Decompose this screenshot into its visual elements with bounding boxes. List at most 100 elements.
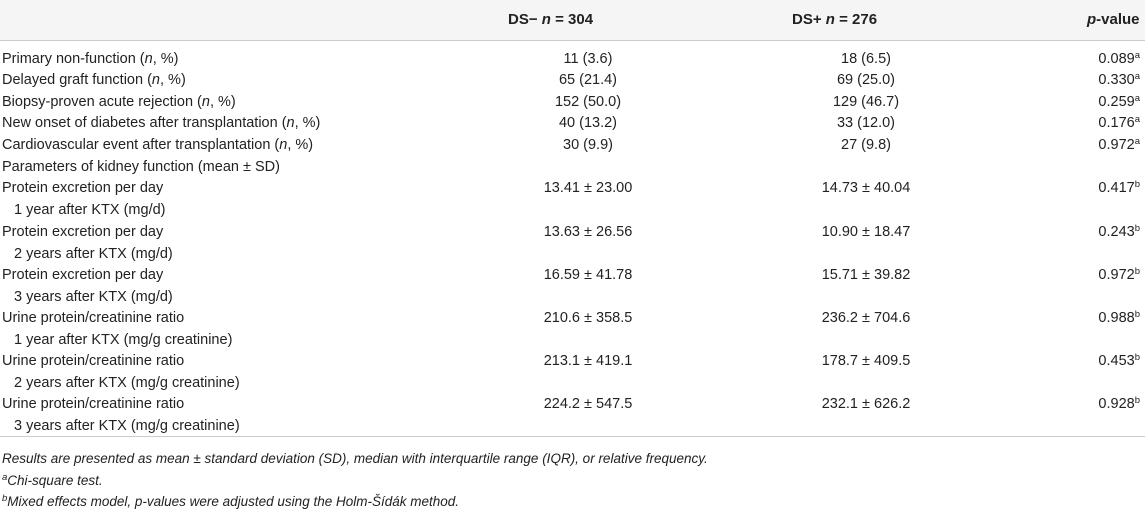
row-sublabel: 1 year after KTX (mg/g creatinine) xyxy=(14,332,233,348)
cell-p-value: 0.988b xyxy=(940,307,1140,329)
header-rule xyxy=(0,40,1145,41)
cell-p-value: 0.972b xyxy=(940,264,1140,286)
row-label: Biopsy-proven acute rejection (n, %) xyxy=(2,91,236,113)
row-label-var: n xyxy=(286,115,295,131)
table-row: Biopsy-proven acute rejection (n, %) 152 … xyxy=(0,91,1145,113)
footnote-a: aChi-square test. xyxy=(2,472,103,488)
row-label: Protein excretion per day xyxy=(2,267,164,283)
row-label-text: Cardiovascular event after transplantati… xyxy=(2,137,280,153)
p-value-footnote-mark: a xyxy=(1134,71,1140,82)
p-value-number: 0.176 xyxy=(1098,115,1135,131)
p-value-number: 0.453 xyxy=(1098,353,1135,369)
cell-p-value: 0.417b xyxy=(940,177,1140,199)
p-value-footnote-mark: b xyxy=(1134,309,1140,320)
p-value-footnote-mark: a xyxy=(1134,93,1140,104)
cell-ds-minus: 16.59 ± 41.78 xyxy=(543,267,633,283)
cell-ds-minus: 11 (3.6) xyxy=(563,51,613,67)
p-value-number: 0.972 xyxy=(1098,137,1135,153)
cell-ds-minus: 152 (50.0) xyxy=(554,94,622,110)
table-row: Primary non-function (n, %) 11 (3.6) 18 (6… xyxy=(0,48,1145,70)
cell-p-value: 0.243b xyxy=(940,221,1140,243)
cell-ds-minus: 13.41 ± 23.00 xyxy=(543,180,633,196)
p-value-footnote-mark: a xyxy=(1134,50,1140,61)
table-row: Protein excretion per day 2 years after K… xyxy=(0,221,1145,262)
cell-ds-plus: 129 (46.7) xyxy=(832,94,900,110)
row-label-text: , %) xyxy=(152,51,179,67)
cell-p-value: 0.453b xyxy=(940,350,1140,372)
p-value-number: 0.330 xyxy=(1098,72,1135,88)
table-row: Protein excretion per day 3 years after K… xyxy=(0,264,1145,305)
p-value-number: 0.928 xyxy=(1098,396,1135,412)
p-value-footnote-mark: b xyxy=(1134,223,1140,234)
p-value-footnote-mark: a xyxy=(1134,136,1140,147)
footnote-b: bMixed effects model, p-values were adju… xyxy=(2,493,460,509)
table-row: Protein excretion per day 1 year after KT… xyxy=(0,177,1145,218)
row-label-text: , %) xyxy=(294,115,321,131)
row-label-text: Delayed graft function ( xyxy=(2,72,152,88)
cell-ds-plus: 33 (12.0) xyxy=(836,115,896,131)
row-label-text: Primary non-function ( xyxy=(2,51,145,67)
row-label-text: , %) xyxy=(209,94,236,110)
cell-ds-plus: 69 (25.0) xyxy=(836,72,896,88)
cell-p-value: 0.176a xyxy=(940,112,1140,134)
cell-p-value: 0.928b xyxy=(940,393,1140,415)
bottom-rule xyxy=(0,436,1145,437)
cell-ds-minus: 213.1 ± 419.1 xyxy=(543,353,633,369)
table-row: Cardiovascular event after transplantati… xyxy=(0,134,1145,156)
row-sublabel: 3 years after KTX (mg/d) xyxy=(14,289,173,305)
row-sublabel: 2 years after KTX (mg/g creatinine) xyxy=(14,375,240,391)
footnote-general: Results are presented as mean ± standard… xyxy=(2,451,708,466)
table-header: DS− n = 304 DS+ n = 276 p-value xyxy=(0,0,1145,40)
section-label: Parameters of kidney function (mean ± SD… xyxy=(2,159,280,175)
cell-ds-plus: 10.90 ± 18.47 xyxy=(821,224,911,240)
p-value-number: 0.243 xyxy=(1098,224,1135,240)
cell-ds-minus: 30 (9.9) xyxy=(563,137,613,153)
row-sublabel: 1 year after KTX (mg/d) xyxy=(14,202,166,218)
row-sublabel: 3 years after KTX (mg/g creatinine) xyxy=(14,418,240,434)
cell-ds-plus: 232.1 ± 626.2 xyxy=(821,396,911,412)
row-label: Urine protein/creatinine ratio xyxy=(2,310,185,326)
cell-ds-plus: 15.71 ± 39.82 xyxy=(821,267,911,283)
p-value-number: 0.417 xyxy=(1098,180,1135,196)
cell-ds-plus: 14.73 ± 40.04 xyxy=(821,180,911,196)
row-label: Cardiovascular event after transplantati… xyxy=(2,134,313,156)
p-value-number: 0.089 xyxy=(1098,51,1135,67)
cell-ds-minus: 13.63 ± 26.56 xyxy=(543,224,633,240)
table-row: Parameters of kidney function (mean ± SD… xyxy=(0,156,1145,178)
row-label: Urine protein/creatinine ratio xyxy=(2,353,185,369)
row-label-var: n xyxy=(279,137,288,153)
cell-p-value: 0.089a xyxy=(940,48,1140,70)
table-row: Urine protein/creatinine ratio 3 years af… xyxy=(0,393,1145,434)
p-value-number: 0.259 xyxy=(1098,94,1135,110)
table-row: Urine protein/creatinine ratio 2 years af… xyxy=(0,350,1145,391)
row-label-text: New onset of diabetes after transplantat… xyxy=(2,115,287,131)
header-ds-minus: DS− n = 304 xyxy=(508,11,594,28)
p-value-number: 0.988 xyxy=(1098,310,1135,326)
header-ds-plus: DS+ n = 276 xyxy=(792,11,878,28)
p-value-number: 0.972 xyxy=(1098,267,1135,283)
row-label: Primary non-function (n, %) xyxy=(2,48,179,70)
row-sublabel: 2 years after KTX (mg/d) xyxy=(14,246,173,262)
cell-ds-plus: 236.2 ± 704.6 xyxy=(821,310,911,326)
p-value-footnote-mark: b xyxy=(1134,352,1140,363)
row-label: Protein excretion per day xyxy=(2,224,164,240)
row-label-text: , %) xyxy=(160,72,186,88)
row-label-text: Biopsy-proven acute rejection ( xyxy=(2,94,202,110)
header-p-value: p-value xyxy=(1087,11,1140,28)
row-label: Urine protein/creatinine ratio xyxy=(2,396,185,412)
row-label-var: n xyxy=(151,72,160,88)
cell-p-value: 0.259a xyxy=(940,91,1140,113)
row-label-var: n xyxy=(144,51,153,67)
cell-ds-plus: 178.7 ± 409.5 xyxy=(821,353,911,369)
p-value-footnote-mark: a xyxy=(1134,114,1140,125)
cell-ds-plus: 18 (6.5) xyxy=(841,51,891,67)
row-label-text: , %) xyxy=(287,137,314,153)
row-label: Delayed graft function (n, %) xyxy=(2,69,186,91)
cell-ds-minus: 210.6 ± 358.5 xyxy=(543,310,633,326)
row-label: New onset of diabetes after transplantat… xyxy=(2,112,320,134)
cell-ds-minus: 65 (21.4) xyxy=(558,72,618,88)
cell-p-value: 0.972a xyxy=(940,134,1140,156)
table-row: New onset of diabetes after transplantat… xyxy=(0,112,1145,134)
cell-ds-plus: 27 (9.8) xyxy=(841,137,891,153)
